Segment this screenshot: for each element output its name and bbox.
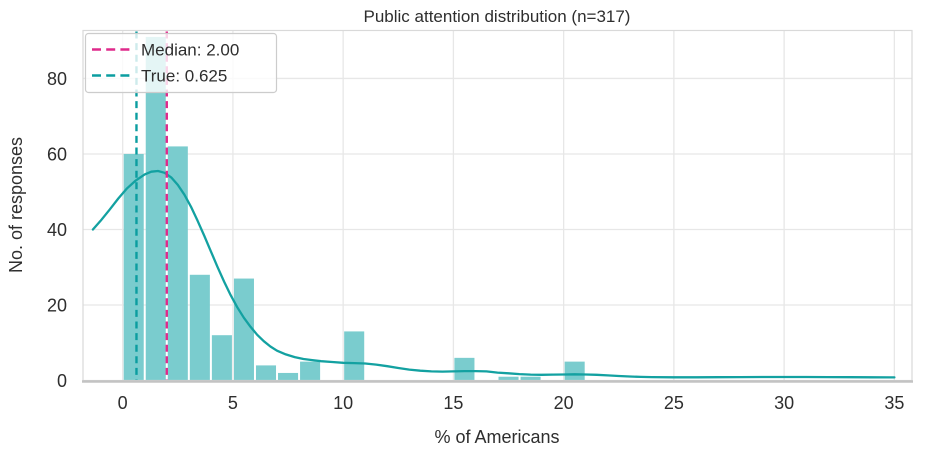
legend: Median: 2.00 True: 0.625 [84,32,278,94]
chart-title: Public attention distribution (n=317) [364,7,631,26]
histogram-bar [498,376,519,381]
y-tick-label: 80 [47,69,67,89]
tick-labels: 0 5 10 15 20 25 30 35 0 20 40 60 80 [47,69,904,413]
histogram-bar [189,274,210,381]
histogram-bar [300,361,321,381]
x-tick-label: 0 [118,393,128,413]
histogram-bar [344,331,365,381]
plot-border [82,29,913,383]
x-tick-label: 15 [443,393,463,413]
x-tick-label: 30 [774,393,794,413]
y-tick-label: 60 [47,144,67,164]
histogram-bar [564,361,585,381]
y-tick-label: 40 [47,220,67,240]
histogram-bar [233,278,254,381]
histogram-bar [145,36,166,381]
legend-median-label: Median: 2.00 [141,41,239,60]
legend-true-label: True: 0.625 [141,67,227,86]
histogram-bar [520,376,541,381]
legend-box [84,32,278,94]
y-tick-label: 20 [47,295,67,315]
histogram-bar [278,372,299,381]
histogram-bars [123,36,585,381]
x-tick-label: 25 [664,393,684,413]
x-tick-label: 35 [884,393,904,413]
histogram-bar [211,335,232,381]
y-axis-label: No. of responses [6,137,26,273]
x-tick-label: 5 [228,393,238,413]
histogram-bar [167,146,188,381]
y-tick-label: 0 [57,371,67,391]
kde-curve [91,169,896,379]
histogram-bar [123,153,144,381]
histogram-bar [255,365,277,381]
x-tick-label: 20 [554,393,574,413]
x-tick-label: 10 [333,393,353,413]
histogram-bar [454,357,475,381]
x-axis-label: % of Americans [434,427,559,447]
